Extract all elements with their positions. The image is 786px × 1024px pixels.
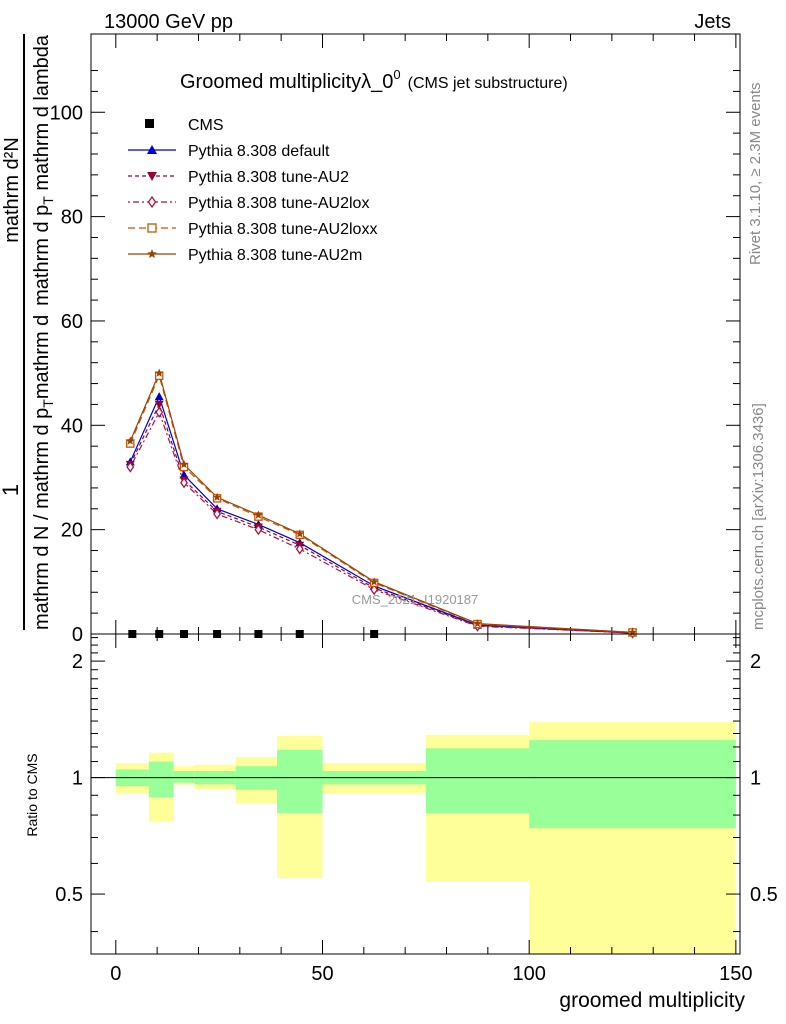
uncertainty-bands <box>115 722 736 954</box>
legend-label: Pythia 8.308 tune-AU2 <box>188 169 349 186</box>
legend-label: Pythia 8.308 tune-AU2lox <box>188 195 369 212</box>
top-panel: 0 20 40 60 80 100 Groomed multiplicityλ_00(CM… <box>50 33 741 646</box>
series-point <box>213 508 222 520</box>
x-tick-label: 0 <box>110 963 121 985</box>
inner-band <box>148 761 174 798</box>
legend-marker <box>147 249 157 258</box>
series-point <box>212 492 222 501</box>
series-point <box>295 543 304 555</box>
ratio-y-tick-label-right: 2 <box>750 651 761 673</box>
series-point <box>180 477 188 489</box>
x-tick-labels: 0 50 100 150 <box>110 963 752 985</box>
series-point <box>154 392 164 401</box>
series-point <box>473 619 482 628</box>
ratio-y-tick-label-right: 0.5 <box>750 884 778 906</box>
ratio-y-tick-label: 0.5 <box>55 884 83 906</box>
series-point <box>370 584 379 596</box>
y-axis-label: 1 mathrm d²N mathrm d pT mathrm d lambda… <box>0 34 56 630</box>
series-point <box>154 400 164 409</box>
series-point <box>154 368 164 377</box>
series-point <box>126 436 135 445</box>
legend-label: CMS <box>188 117 224 134</box>
series-point <box>179 470 189 479</box>
model-markers <box>125 368 638 639</box>
top-y-tick-labels: 0 20 40 60 80 100 <box>50 102 83 646</box>
series-point <box>179 459 189 469</box>
legend-marker <box>147 145 157 154</box>
x-tick-label: 100 <box>512 963 545 985</box>
top-ticks <box>91 34 740 635</box>
ratio-y-label: Ratio to CMS <box>24 753 40 836</box>
y-tick-label: 0 <box>72 624 83 646</box>
ratio-y-tick-label-right: 1 <box>750 768 761 790</box>
y-tick-label: 40 <box>61 415 83 437</box>
chart-title-suffix: (CMS jet substructure) <box>408 75 568 92</box>
y-tick-label: 20 <box>61 520 83 542</box>
x-tick-label: 150 <box>719 963 752 985</box>
y-label-derivative: mathrm d²N <box>1 137 23 243</box>
watermark: CMS_2021_I1920187 <box>352 592 479 607</box>
y-label-denominator-top: mathrm d pT mathrm d lambda <box>31 34 56 306</box>
bottom-panel-frame <box>90 633 741 955</box>
inner-band <box>173 770 195 783</box>
y-tick-label: 80 <box>61 207 83 229</box>
legend-label: Pythia 8.308 default <box>188 143 330 160</box>
inner-band <box>277 749 323 813</box>
bottom-y-tick-labels: 0.5 0.5 1 1 2 2 <box>55 651 778 906</box>
inner-band <box>529 740 736 829</box>
series-point <box>295 529 304 538</box>
x-axis-label: groomed multiplicity <box>559 989 745 1012</box>
legend-marker <box>147 172 157 181</box>
series-point <box>369 577 379 586</box>
chart-title: Groomed multiplicityλ_00(CMS jet substru… <box>180 67 568 93</box>
series-point <box>254 524 263 536</box>
legend-label: Pythia 8.308 tune-AU2loxx <box>188 221 377 238</box>
legend-marker <box>147 195 157 209</box>
ratio-y-tick-label: 2 <box>72 651 83 673</box>
side-label-top: Rivet 3.1.10, ≥ 2.3M events <box>747 83 764 266</box>
header-left: 13000 GeV pp <box>104 11 233 33</box>
series-line <box>129 410 633 634</box>
y-label-numerator: 1 <box>0 484 23 496</box>
legend-swatch <box>145 119 154 128</box>
legend-marker <box>147 223 157 233</box>
y-tick-label: 100 <box>50 102 83 124</box>
x-tick-label: 50 <box>311 963 333 985</box>
series-line <box>129 402 633 634</box>
y-tick-label: 60 <box>61 311 83 333</box>
legend: CMS Pythia 8.308 default Pythia 8.308 tune… <box>128 117 377 264</box>
series-point <box>254 510 263 519</box>
series-point <box>126 461 135 473</box>
y-label-denominator: mathrm d N / mathrm d pTmathrm d <box>31 315 56 630</box>
chart-title-sup: 0 <box>393 67 400 82</box>
series-point <box>155 406 164 418</box>
side-label-bottom: mcplots.cern.ch [arXiv:1306.3436] <box>750 403 767 630</box>
legend-label: Pythia 8.308 tune-AU2m <box>188 247 362 264</box>
inner-band <box>425 748 530 813</box>
bottom-panel: 0.5 0.5 1 1 2 2 0 50 100 150 Ratio to CMS groome… <box>24 633 778 1012</box>
header-right: Jets <box>694 11 731 33</box>
ratio-y-tick-label: 1 <box>72 768 83 790</box>
bottom-ticks <box>91 634 740 954</box>
